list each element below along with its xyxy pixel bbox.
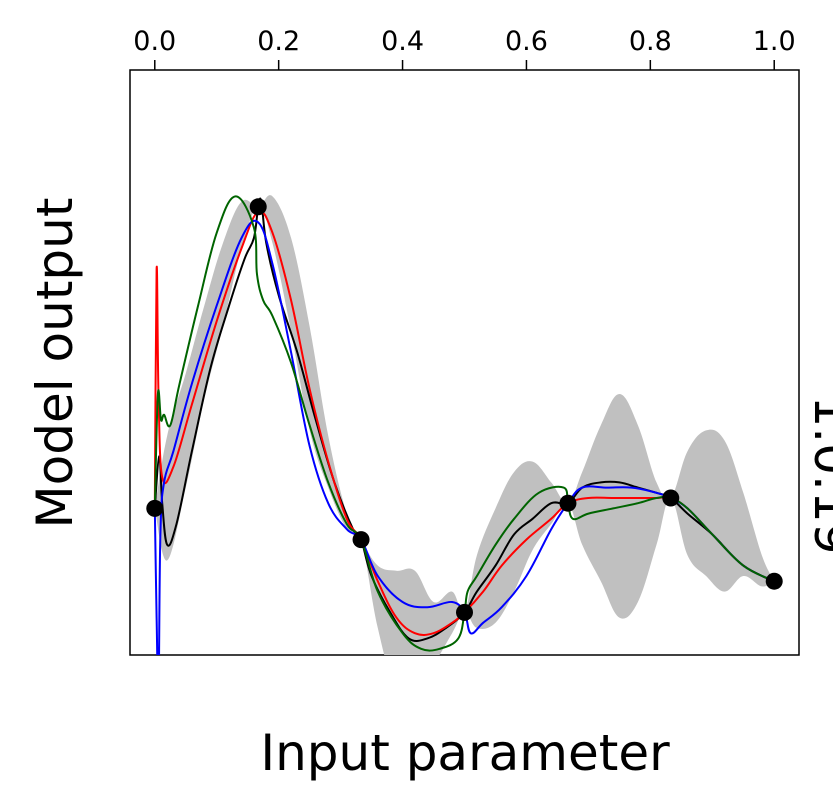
x-tick-label: 0.0 bbox=[133, 26, 176, 57]
y-axis-title: Model output bbox=[26, 198, 84, 529]
data-point bbox=[456, 603, 473, 621]
x-axis-ticks: 0.0 0.2 0.4 0.6 0.8 1.0 bbox=[133, 26, 796, 70]
x-tick-label: 0.6 bbox=[505, 26, 548, 57]
series-lines-layer bbox=[153, 195, 775, 655]
data-point bbox=[146, 499, 164, 517]
plot-frame bbox=[129, 69, 800, 656]
secondary-axis-label: 1.0.19 bbox=[803, 395, 833, 554]
data-point bbox=[662, 489, 680, 507]
data-point bbox=[352, 531, 370, 549]
x-tick-label: 1.0 bbox=[753, 26, 796, 57]
x-tick-label: 0.8 bbox=[629, 26, 672, 57]
uncertainty-band-layer bbox=[154, 195, 775, 655]
series-line-red bbox=[153, 210, 775, 636]
series-line-blue bbox=[153, 219, 775, 655]
x-axis-title: Input parameter bbox=[260, 724, 670, 782]
data-point bbox=[559, 494, 577, 512]
data-points-layer bbox=[146, 198, 783, 621]
uncertainty-band bbox=[154, 195, 775, 655]
x-tick-label: 0.4 bbox=[381, 26, 424, 57]
data-point bbox=[249, 198, 267, 216]
series-line-green bbox=[153, 195, 775, 652]
data-point bbox=[765, 572, 783, 590]
x-tick-label: 0.2 bbox=[257, 26, 300, 57]
series-line-black bbox=[153, 197, 775, 642]
